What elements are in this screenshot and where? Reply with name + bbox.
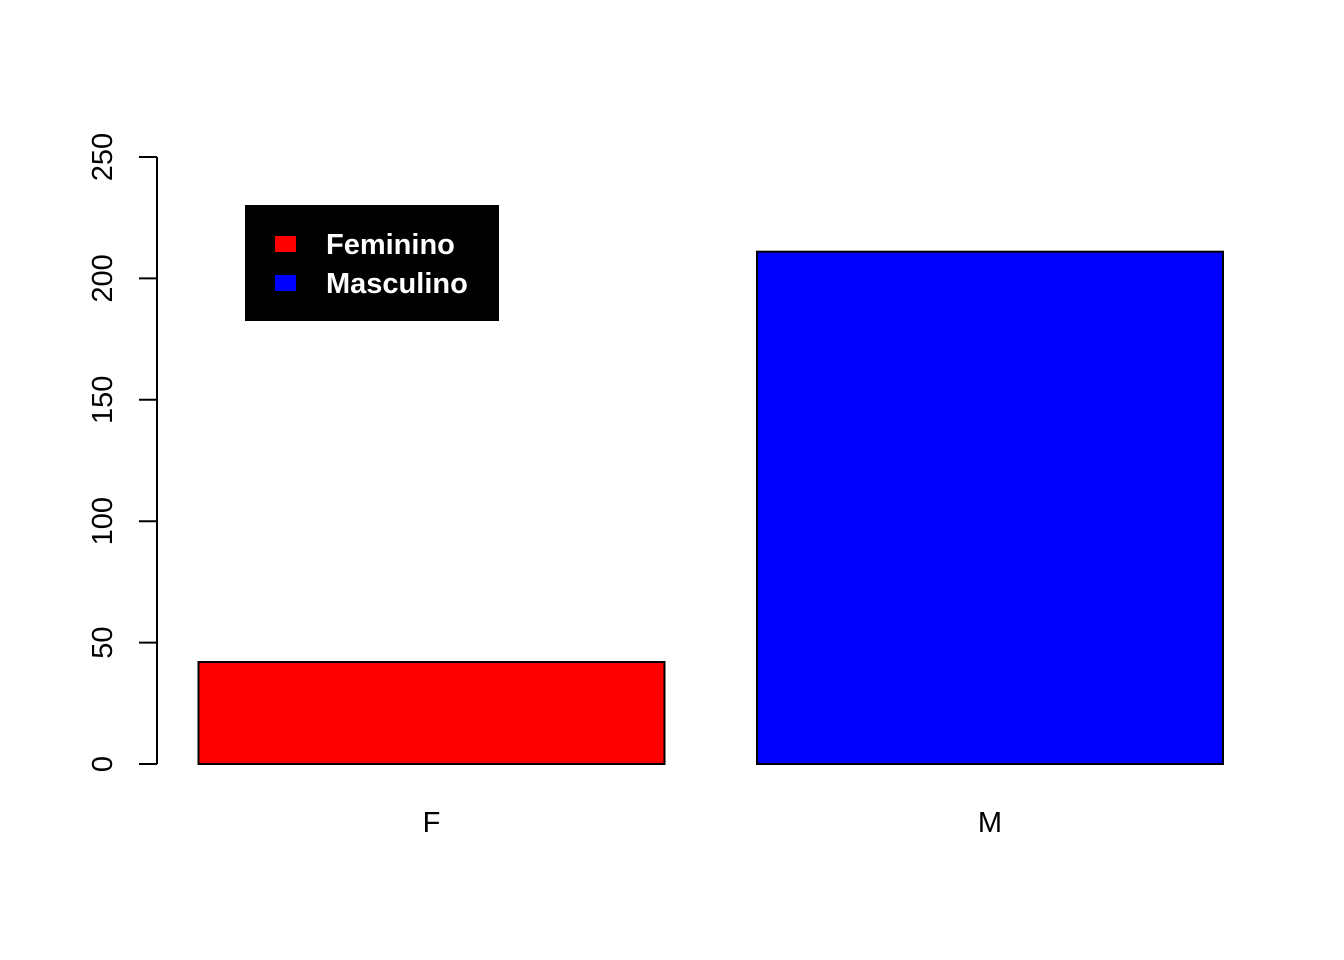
y-tick-label: 100 <box>87 497 119 545</box>
y-tick-label: 0 <box>87 756 119 772</box>
y-axis: 0 50 100 150 200 250 <box>87 133 158 772</box>
y-tick-label: 50 <box>87 626 119 658</box>
legend: Feminino Masculino <box>245 205 499 321</box>
legend-swatch <box>275 236 296 252</box>
legend-label: Masculino <box>326 268 468 300</box>
x-category-label: M <box>978 807 1002 839</box>
legend-swatch <box>275 275 296 291</box>
y-tick-label: 250 <box>87 133 119 181</box>
y-tick-label: 200 <box>87 254 119 302</box>
legend-box <box>245 205 499 321</box>
x-category-label: F <box>423 807 441 839</box>
bars-layer <box>197 250 1224 765</box>
y-tick-label: 150 <box>87 376 119 424</box>
bar-M <box>756 250 1224 765</box>
legend-label: Feminino <box>326 229 455 261</box>
bar-F <box>197 661 666 765</box>
